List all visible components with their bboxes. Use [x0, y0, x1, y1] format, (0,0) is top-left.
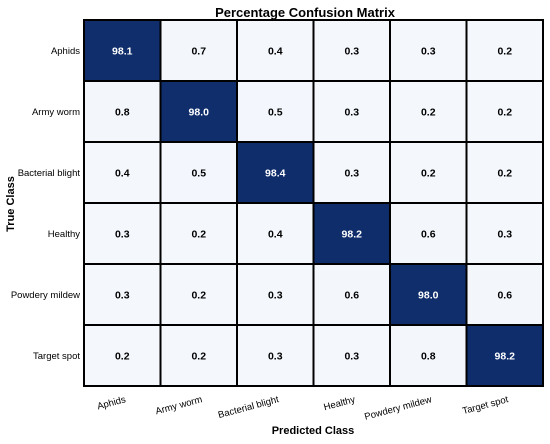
- x-tick-label: Powdery mildew: [363, 394, 433, 423]
- cell-value-label: 0.6: [344, 290, 359, 302]
- cell-value-label: 0.3: [344, 351, 359, 363]
- cell-value-label: 0.3: [344, 168, 359, 180]
- cell-value-label: 0.5: [268, 107, 283, 119]
- x-tick-label: Army worm: [154, 394, 203, 417]
- cell-value-label: 0.2: [497, 168, 512, 180]
- y-tick-label: Target spot: [33, 351, 80, 362]
- heatmap-cell-aphids-aphids: [83, 19, 162, 82]
- heatmap-cell-target-spot-aphids: [83, 324, 162, 387]
- heatmap-cell-healthy-bacterial-blight: [236, 202, 315, 265]
- cell-value-label: 98.0: [189, 107, 210, 119]
- cell-value-label: 0.3: [421, 46, 436, 58]
- cell-value-label: 98.1: [112, 46, 133, 58]
- y-axis-label: True Class: [5, 176, 17, 232]
- cell-value-label: 0.5: [191, 168, 206, 180]
- cell-value-label: 0.3: [268, 290, 283, 302]
- y-tick-label: Army worm: [32, 107, 80, 118]
- cell-value-label: 0.2: [191, 290, 206, 302]
- heatmap-cell-healthy-army-worm: [159, 202, 238, 265]
- cell-value-label: 0.2: [191, 351, 206, 363]
- heatmap-cell-aphids-army-worm: [159, 19, 238, 82]
- heatmap-cell-healthy-healthy: [312, 202, 391, 265]
- heatmap-cell-army-worm-army-worm: [159, 80, 238, 143]
- heatmap-cell-aphids-target-spot: [465, 19, 544, 82]
- cell-value-label: 0.3: [115, 229, 130, 241]
- cell-value-label: 0.2: [191, 229, 206, 241]
- heatmap-cell-target-spot-target-spot: [465, 324, 544, 387]
- y-tick-label: Aphids: [51, 46, 80, 57]
- cell-value-label: 0.8: [115, 107, 130, 119]
- cell-value-label: 0.6: [421, 229, 436, 241]
- x-tick-label: Healthy: [323, 394, 357, 413]
- cell-value-label: 98.2: [495, 351, 516, 363]
- cell-value-label: 98.0: [418, 290, 439, 302]
- y-tick-label: Bacterial blight: [18, 168, 81, 179]
- heatmap-cell-powdery-mildew-powdery-mildew: [389, 263, 468, 326]
- heatmap-cell-healthy-powdery-mildew: [389, 202, 468, 265]
- cell-value-label: 0.3: [268, 351, 283, 363]
- heatmap-cell-healthy-aphids: [83, 202, 162, 265]
- cell-value-label: 0.2: [115, 351, 130, 363]
- chart-title: Percentage Confusion Matrix: [215, 5, 396, 20]
- heatmap-cell-target-spot-healthy: [312, 324, 391, 387]
- heatmap-cell-bacterial-blight-army-worm: [159, 141, 238, 204]
- cell-value-label: 0.2: [497, 46, 512, 58]
- cell-value-label: 0.8: [421, 351, 436, 363]
- cell-value-label: 98.4: [265, 168, 286, 180]
- x-tick-label: Aphids: [96, 394, 127, 412]
- cell-value-label: 0.2: [497, 107, 512, 119]
- x-axis-label: Predicted Class: [272, 425, 355, 437]
- heatmap-cell-bacterial-blight-powdery-mildew: [389, 141, 468, 204]
- y-tick-label: Powdery mildew: [11, 290, 80, 301]
- x-tick-label: Target spot: [461, 394, 510, 417]
- cell-value-label: 0.4: [115, 168, 130, 180]
- heatmap-cell-bacterial-blight-target-spot: [465, 141, 544, 204]
- cell-value-label: 0.2: [421, 107, 436, 119]
- heatmap-cell-army-worm-healthy: [312, 80, 391, 143]
- cell-value-label: 0.6: [497, 290, 512, 302]
- heatmap-cells: 98.1 0.7 0.4 0.3 0.3 0.2 0.8 98.0 0.5 0.3 0.2 0.2 0.…: [83, 19, 544, 387]
- cell-value-label: 0.3: [497, 229, 512, 241]
- cell-value-label: 0.3: [344, 107, 359, 119]
- y-tick-label: Healthy: [48, 229, 80, 240]
- heatmap-cell-powdery-mildew-bacterial-blight: [236, 263, 315, 326]
- cell-value-label: 98.2: [342, 229, 363, 241]
- heatmap-cell-bacterial-blight-healthy: [312, 141, 391, 204]
- cell-value-label: 0.7: [191, 46, 206, 58]
- heatmap-cell-target-spot-powdery-mildew: [389, 324, 468, 387]
- cell-value-label: 0.3: [115, 290, 130, 302]
- cell-value-label: 0.4: [268, 46, 283, 58]
- heatmap-cell-powdery-mildew-target-spot: [465, 263, 544, 326]
- x-tick-label: Bacterial blight: [217, 394, 280, 421]
- cell-value-label: 0.3: [344, 46, 359, 58]
- cell-value-label: 0.2: [421, 168, 436, 180]
- heatmap-cell-healthy-target-spot: [465, 202, 544, 265]
- heatmap-cell-army-worm-target-spot: [465, 80, 544, 143]
- cell-value-label: 0.4: [268, 229, 283, 241]
